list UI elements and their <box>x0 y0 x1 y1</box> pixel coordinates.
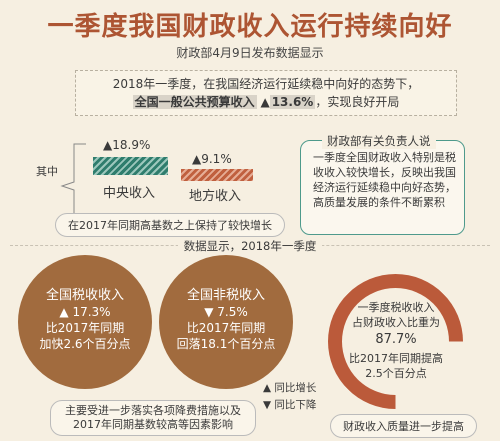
central-revenue-label: 中央收入 <box>103 186 156 201</box>
reason-note-line-1: 主要受进一步落实各项降费措施以及 <box>65 404 241 417</box>
tax-share-change: 2.5个百分点 <box>365 367 427 380</box>
intro-line-2: 全国一般公共预算收入 ▲ 13.6% ，实现良好开局 <box>76 93 456 111</box>
official-quote-body: 一季度全国财政收入特别是税收收入较快增长，反映出我国经济运行延续稳中向好态势，高… <box>313 151 456 209</box>
intro-box: 2018年一季度，在我国经济运行延续稳中向好的态势下， 全国一般公共预算收入 ▲… <box>75 70 457 116</box>
tax-share-line-2: 占财政收入比重为 <box>352 316 440 329</box>
nontax-revenue-circle: 全国非税收入 ▼ 7.5% 比2017年同期 回落18.1个百分点 <box>159 255 293 389</box>
intro-tail: ，实现良好开局 <box>315 95 400 109</box>
reason-note: 主要受进一步落实各项降费措施以及 2017年同期基数较高等因素影响 <box>50 400 256 436</box>
official-quote-title: 财政部有关负责人说 <box>322 133 436 149</box>
nontax-revenue-change: 回落18.1个百分点 <box>176 337 276 351</box>
central-revenue-bar <box>93 157 168 175</box>
central-revenue-growth: ▲18.9% <box>103 138 151 152</box>
tax-share-text: 一季度税收收入 占财政收入比重为 87.7% 比2017年同期提高 2.5个百分… <box>335 300 457 381</box>
page-title: 一季度我国财政收入运行持续向好 <box>47 12 453 42</box>
reason-note-line-2: 2017年同期基数较高等因素影响 <box>73 418 233 431</box>
legend: ▲ 同比增长 ▼ 同比下降 <box>263 380 316 414</box>
nontax-revenue-compare: 比2017年同期 <box>186 321 266 335</box>
intro-line-1: 2018年一季度，在我国经济运行延续稳中向好的态势下， <box>112 77 420 91</box>
tax-share-value: 87.7% <box>375 332 417 347</box>
nontax-revenue-title: 全国非税收入 <box>186 288 265 303</box>
tax-share-line-1: 一季度税收收入 <box>357 301 435 314</box>
local-revenue-label: 地方收入 <box>189 189 242 204</box>
qizhong-label: 其中 <box>36 165 58 178</box>
intro-highlight: 全国一般公共预算收入 <box>132 95 257 109</box>
local-revenue-growth: ▲9.1% <box>192 152 232 166</box>
up-arrow-icon: ▲ <box>260 95 270 109</box>
local-revenue-bar <box>181 169 253 181</box>
tax-share-compare: 比2017年同期提高 <box>349 352 443 365</box>
tax-revenue-growth: ▲ 17.3% <box>59 305 111 319</box>
legend-down: ▼ 同比下降 <box>263 399 317 411</box>
section-label: 数据显示，2018年一季度 <box>177 239 323 253</box>
tax-revenue-title: 全国税收收入 <box>45 288 124 303</box>
tax-revenue-circle: 全国税收收入 ▲ 17.3% 比2017年同期 加快2.6个百分点 <box>18 255 152 389</box>
official-quote-box: 一季度全国财政收入特别是税收收入较快增长，反映出我国经济运行延续稳中向好态势，高… <box>300 140 465 235</box>
revenue-note: 在2017年同期高基数之上保持了较快增长 <box>55 213 285 237</box>
legend-up: ▲ 同比增长 <box>263 382 317 394</box>
page-subtitle: 财政部4月9日发布数据显示 <box>176 46 324 60</box>
tax-revenue-change: 加快2.6个百分点 <box>39 337 131 351</box>
quality-note: 财政收入质量进一步提高 <box>330 414 477 438</box>
nontax-revenue-growth: ▼ 7.5% <box>204 305 248 319</box>
tax-revenue-compare: 比2017年同期 <box>45 321 125 335</box>
intro-growth-value: 13.6% <box>269 95 316 109</box>
